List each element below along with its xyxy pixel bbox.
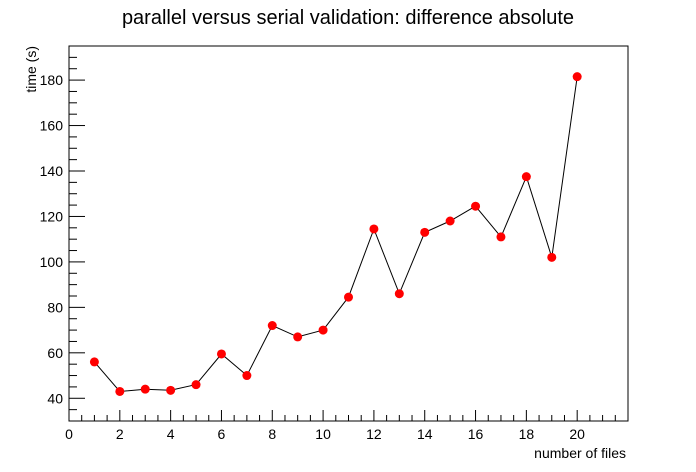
y-tick-label: 40 xyxy=(47,390,63,406)
data-point xyxy=(369,224,379,234)
data-point xyxy=(496,232,506,242)
y-tick-label: 80 xyxy=(47,299,63,315)
data-point xyxy=(521,172,531,182)
data-point xyxy=(191,380,201,390)
data-point xyxy=(89,357,99,367)
x-tick-label: 18 xyxy=(519,426,535,442)
data-point xyxy=(344,292,353,302)
series-line xyxy=(94,76,578,393)
x-tick-label: 16 xyxy=(468,426,484,442)
chart-title: parallel versus serial validation: diffe… xyxy=(122,7,574,29)
x-tick-label: 8 xyxy=(268,426,276,442)
series-line-group xyxy=(94,76,578,393)
data-point xyxy=(394,289,404,299)
data-point xyxy=(216,349,226,359)
x-tick-label: 14 xyxy=(417,426,433,442)
data-point xyxy=(293,332,303,342)
data-point xyxy=(140,384,150,394)
y-tick-label: 60 xyxy=(47,345,63,361)
y-tick-label: 120 xyxy=(40,208,64,224)
data-point xyxy=(267,321,277,331)
data-points xyxy=(89,72,582,396)
y-tick-label: 100 xyxy=(40,254,64,270)
axes: 0 2 4 6 8 10 12 14 16 18 20 40 60 80 100 120 140 160 180 xyxy=(40,45,629,442)
y-tick-label: 160 xyxy=(40,118,64,134)
x-tick-label: 12 xyxy=(366,426,382,442)
data-point xyxy=(166,385,176,395)
x-tick-label: 4 xyxy=(167,426,175,442)
y-axis-label: time (s) xyxy=(23,46,39,93)
data-point xyxy=(115,386,125,396)
x-tick-label: 10 xyxy=(315,426,331,442)
x-axis-label: number of files xyxy=(534,445,626,461)
data-point xyxy=(318,325,328,335)
data-point xyxy=(572,72,582,82)
y-tick-label: 180 xyxy=(40,72,64,88)
data-point xyxy=(547,252,557,262)
x-tick-label: 0 xyxy=(65,426,73,442)
data-point xyxy=(445,216,455,226)
data-point xyxy=(242,371,252,381)
y-tick-label: 140 xyxy=(40,163,64,179)
x-tick-label: 2 xyxy=(116,426,124,442)
data-point xyxy=(471,201,481,211)
data-point xyxy=(420,227,430,237)
x-tick-label: 20 xyxy=(569,426,585,442)
x-tick-label: 6 xyxy=(218,426,226,442)
